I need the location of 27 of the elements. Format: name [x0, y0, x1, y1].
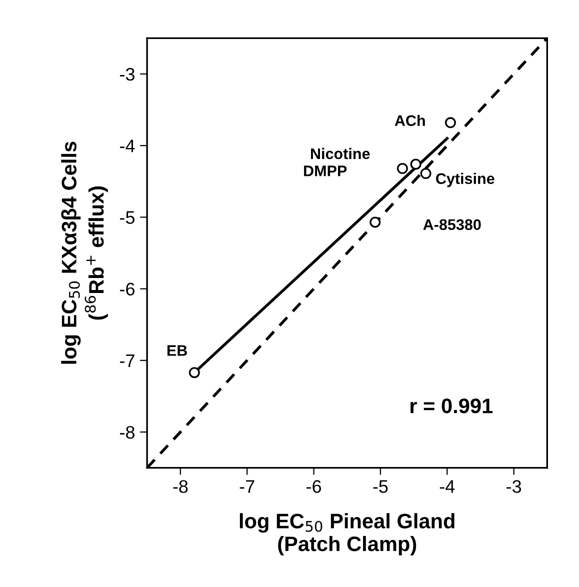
x-tick-label: -7: [240, 480, 254, 493]
annotation: EB: [167, 345, 187, 356]
y-tick-label: -6: [120, 282, 134, 296]
x-tick-label: -8: [173, 480, 188, 493]
x-axis-title: log EC$_{50}$ Pineal Gland (Patch Clamp): [240, 513, 454, 556]
y-tick-label: -7: [120, 354, 134, 367]
y-tick-label: -4: [120, 140, 135, 152]
text: log EC$_{50}$ KXα3β4 Cells ($^{86}$Rb$^{+}$ efflux): [61, 142, 108, 364]
annotation: r = 0.991: [410, 398, 493, 414]
x-tick-label: -6: [306, 480, 322, 493]
x-tick-label: -4: [440, 480, 455, 493]
point: [188, 367, 200, 378]
x-tick-label: -3: [506, 480, 522, 493]
annotation: DMPP: [304, 166, 347, 176]
annotation: Cytisine: [436, 172, 494, 188]
y-tick-label: -8: [120, 426, 134, 439]
point: [396, 163, 408, 174]
point: [410, 158, 422, 170]
y-tick-label: -3: [120, 68, 134, 81]
point: [420, 168, 432, 179]
annotation: ACh: [394, 114, 425, 126]
x-tick-label: -5: [373, 480, 388, 493]
annotation: Nicotine: [311, 148, 370, 160]
y-tick-label: -5: [120, 211, 135, 224]
annotation: A-85380: [423, 219, 481, 230]
point: [370, 216, 381, 228]
point: [444, 117, 456, 128]
